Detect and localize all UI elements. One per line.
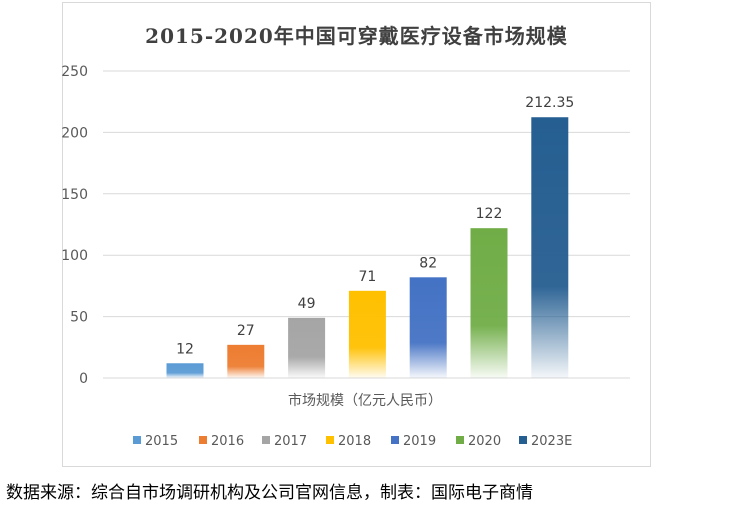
data-label: 71 bbox=[358, 269, 376, 285]
data-label: 27 bbox=[237, 323, 255, 339]
y-tick-label: 100 bbox=[61, 248, 88, 264]
bar-2017 bbox=[288, 317, 326, 378]
source-note: 数据来源：综合自市场调研机构及公司官网信息，制表：国际电子商情 bbox=[6, 483, 533, 503]
y-tick-label: 50 bbox=[70, 310, 88, 326]
y-tick-label: 250 bbox=[61, 64, 88, 80]
legend-label: 2020 bbox=[468, 434, 501, 449]
data-label: 212.35 bbox=[525, 95, 574, 111]
x-axis-label: 市场规模（亿元人民币） bbox=[288, 392, 442, 409]
data-labels: 12 27 49 71 82 122 212.35 bbox=[176, 95, 574, 357]
y-tick-label: 0 bbox=[79, 371, 88, 387]
bar-2019 bbox=[409, 277, 447, 378]
bar-2018 bbox=[348, 290, 386, 378]
bar-2015 bbox=[166, 363, 204, 378]
legend-swatch bbox=[391, 436, 399, 444]
bar-2023E bbox=[531, 117, 569, 379]
legend-label: 2018 bbox=[338, 434, 371, 449]
legend-swatch bbox=[133, 436, 141, 444]
legend-swatch bbox=[262, 436, 270, 444]
legend-label: 2019 bbox=[403, 434, 436, 449]
legend-swatch bbox=[456, 436, 464, 444]
legend-label: 2015 bbox=[145, 434, 178, 449]
y-axis: 0 50 100 150 200 250 bbox=[61, 64, 88, 387]
legend-label: 2023E bbox=[531, 434, 572, 449]
legend: 2015 2016 2017 2018 2019 2020 2023E bbox=[133, 434, 572, 449]
legend-swatch bbox=[519, 436, 527, 444]
data-label: 12 bbox=[176, 341, 194, 357]
data-label: 122 bbox=[476, 206, 503, 222]
data-label: 82 bbox=[419, 255, 437, 271]
bars bbox=[166, 117, 569, 379]
legend-label: 2017 bbox=[274, 434, 307, 449]
y-tick-label: 150 bbox=[61, 187, 88, 203]
legend-swatch bbox=[326, 436, 334, 444]
y-tick-label: 200 bbox=[61, 125, 88, 141]
chart-title: 2015-2020年中国可穿戴医疗设备市场规模 bbox=[145, 24, 568, 48]
legend-label: 2016 bbox=[211, 434, 244, 449]
bar-2020 bbox=[470, 228, 508, 378]
bar-2016 bbox=[227, 344, 265, 378]
data-label: 49 bbox=[298, 296, 316, 312]
legend-swatch bbox=[199, 436, 207, 444]
